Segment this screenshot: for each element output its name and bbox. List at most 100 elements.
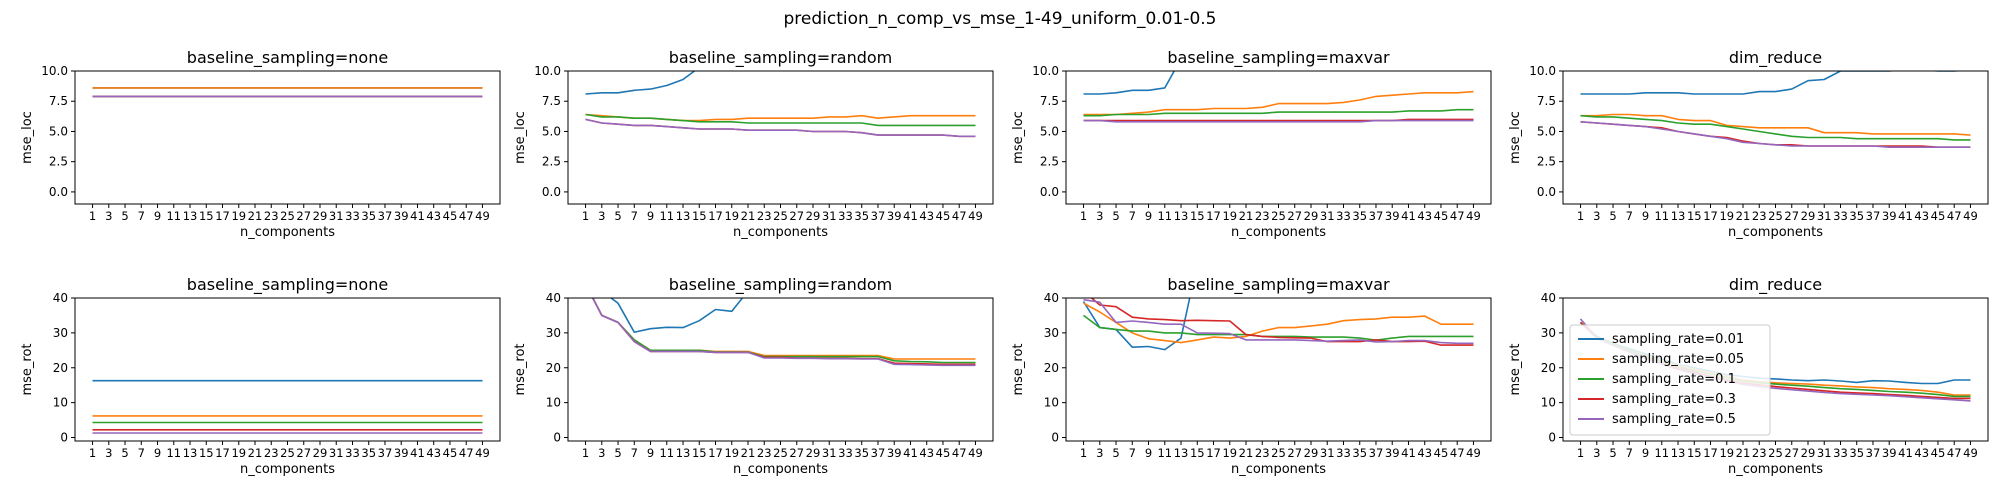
x-tick-label: 37	[378, 209, 393, 223]
x-axis-label: n_components	[240, 462, 335, 477]
legend-label: sampling_rate=0.5	[1612, 412, 1736, 427]
x-tick-label: 41	[410, 209, 425, 223]
legend-label: sampling_rate=0.05	[1612, 352, 1744, 367]
x-tick-label: 31	[1817, 446, 1832, 460]
x-tick-label: 31	[1320, 209, 1335, 223]
x-tick-label: 3	[598, 446, 605, 460]
x-tick-label: 31	[822, 446, 837, 460]
x-tick-label: 3	[1593, 446, 1600, 460]
y-axis-label: mse_rot	[20, 343, 35, 395]
x-tick-label: 33	[1336, 446, 1351, 460]
y-tick-label: 40	[1044, 291, 1059, 305]
x-tick-label: 39	[394, 446, 409, 460]
y-tick-label: 5.0	[49, 124, 68, 138]
y-tick-label: 10	[546, 396, 561, 410]
x-tick-label: 27	[1784, 209, 1799, 223]
x-tick-label: 19	[1719, 446, 1734, 460]
x-tick-label: 29	[806, 209, 821, 223]
x-tick-label: 13	[1174, 209, 1189, 223]
x-tick-label: 45	[936, 209, 951, 223]
y-tick-label: 0.0	[1537, 185, 1556, 199]
x-tick-label: 45	[443, 446, 458, 460]
x-tick-label: 17	[215, 209, 230, 223]
x-tick-label: 9	[1145, 209, 1152, 223]
x-tick-label: 45	[936, 446, 951, 460]
subplot-title: baseline_sampling=none	[187, 275, 388, 295]
x-tick-label: 27	[296, 209, 311, 223]
series-group	[1082, 298, 1474, 351]
y-axis-label: mse_loc	[1508, 111, 1523, 164]
x-tick-label: 43	[1914, 209, 1929, 223]
y-tick-label: 10	[53, 396, 68, 410]
x-tick-label: 37	[378, 446, 393, 460]
x-tick-label: 47	[1947, 209, 1962, 223]
subplot-title: baseline_sampling=maxvar	[1167, 48, 1390, 68]
y-tick-label: 10	[1541, 396, 1556, 410]
y-tick-label: 30	[1044, 326, 1059, 340]
x-tick-label: 25	[773, 446, 788, 460]
x-tick-label: 23	[1255, 209, 1270, 223]
x-axis-label: n_components	[1231, 225, 1326, 240]
y-tick-label: 20	[1044, 361, 1059, 375]
y-tick-label: 2.5	[49, 155, 68, 169]
x-tick-label: 45	[1931, 209, 1946, 223]
x-tick-label: 35	[1849, 209, 1864, 223]
subplot-2: 1 3 5 7 9 11 13 15 17 19 21 23 25 27 29 31 33 35 37 39 41 43 4…	[513, 48, 994, 240]
x-tick-label: 13	[183, 446, 198, 460]
x-tick-label: 39	[1882, 209, 1897, 223]
x-tick-label: 23	[757, 209, 772, 223]
x-tick-label: 25	[280, 446, 295, 460]
x-tick-label: 37	[1866, 209, 1881, 223]
x-tick-label: 41	[1401, 209, 1416, 223]
y-tick-label: 10	[1044, 396, 1059, 410]
subplot-title: baseline_sampling=maxvar	[1167, 275, 1390, 295]
x-tick-label: 43	[426, 446, 441, 460]
x-tick-label: 35	[361, 209, 376, 223]
x-tick-label: 19	[231, 209, 246, 223]
x-tick-label: 11	[1654, 446, 1669, 460]
x-tick-label: 19	[231, 446, 246, 460]
x-tick-label: 25	[1768, 446, 1783, 460]
x-tick-label: 23	[1752, 209, 1767, 223]
x-tick-label: 13	[676, 209, 691, 223]
y-tick-label: 10.0	[1032, 64, 1059, 78]
x-tick-label: 21	[1239, 446, 1254, 460]
figure-suptitle: prediction_n_comp_vs_mse_1-49_uniform_0.…	[784, 9, 1217, 29]
x-tick-label: 9	[1145, 446, 1152, 460]
x-tick-label: 45	[443, 209, 458, 223]
x-tick-label: 27	[789, 209, 804, 223]
x-tick-label: 47	[952, 446, 967, 460]
subplot-title: baseline_sampling=random	[669, 275, 893, 295]
series-line-3	[1083, 314, 1474, 342]
x-tick-label: 21	[741, 209, 756, 223]
x-tick-label: 11	[659, 446, 674, 460]
series-group	[92, 87, 483, 98]
x-tick-label: 17	[1206, 446, 1221, 460]
x-tick-label: 35	[854, 446, 869, 460]
x-tick-label: 9	[154, 209, 161, 223]
y-tick-label: 0	[60, 431, 68, 445]
x-axis-label: n_components	[1728, 462, 1823, 477]
y-axis-label: mse_rot	[513, 343, 528, 395]
x-tick-label: 25	[1271, 209, 1286, 223]
x-tick-label: 29	[313, 209, 328, 223]
legend-label: sampling_rate=0.3	[1612, 392, 1736, 407]
x-tick-label: 35	[1352, 209, 1367, 223]
x-tick-label: 7	[1626, 209, 1633, 223]
x-tick-label: 49	[1466, 209, 1481, 223]
x-tick-label: 21	[248, 209, 263, 223]
y-tick-label: 2.5	[1537, 155, 1556, 169]
x-tick-label: 25	[1768, 209, 1783, 223]
x-tick-label: 5	[121, 209, 128, 223]
x-tick-label: 27	[296, 446, 311, 460]
series-line-5	[1083, 298, 1474, 345]
y-tick-label: 0	[1051, 431, 1059, 445]
x-tick-label: 15	[1687, 446, 1702, 460]
x-tick-label: 33	[1833, 209, 1848, 223]
x-tick-label: 7	[138, 446, 145, 460]
y-tick-label: 20	[1541, 361, 1556, 375]
y-tick-label: 10.0	[41, 64, 68, 78]
x-tick-label: 49	[1963, 209, 1978, 223]
x-tick-label: 47	[459, 209, 474, 223]
x-tick-label: 29	[313, 446, 328, 460]
